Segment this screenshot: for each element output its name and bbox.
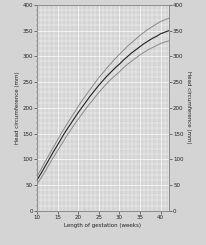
X-axis label: Length of gestation (weeks): Length of gestation (weeks) bbox=[64, 223, 142, 228]
Y-axis label: Head circumference (mm): Head circumference (mm) bbox=[15, 72, 20, 144]
Y-axis label: Head circumference (mm): Head circumference (mm) bbox=[186, 72, 191, 144]
